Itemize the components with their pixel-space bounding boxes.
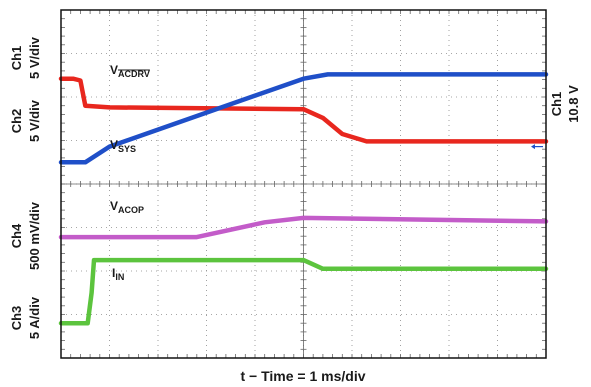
channel-scale-ch4: 500 mV/div [27,201,42,270]
series-label-vsys: VSYS [110,138,136,154]
channel-scale-ch2: 5 V/div [27,99,42,142]
channel-label-ch1: Ch1 [9,46,24,71]
plot-frame [60,9,547,359]
channel-level-marker [531,144,543,150]
series-label-vacop: VACOP [110,199,144,215]
channel-label-ch4: Ch4 [9,223,24,248]
x-axis-label: t − Time = 1 ms/div [240,368,365,384]
channel-label-ch3: Ch3 [9,306,24,331]
right-channel-value: 10.8 V [566,85,581,123]
marker-head [531,144,535,150]
series-label-vacdrv: VACDRV [110,63,150,79]
channel-label-ch2: Ch2 [9,109,24,134]
channel-scale-ch3: 5 A/div [27,296,42,339]
trace-iin [58,257,549,326]
trace-vacdrv [58,76,549,144]
right-channel-label: Ch1 [549,92,564,117]
channel-scale-ch1: 5 V/div [27,36,42,79]
series-label-iin: IIN [112,266,124,282]
trace-vacop [58,215,549,240]
trace-vsys [58,72,549,165]
waveform-traces [58,72,549,326]
